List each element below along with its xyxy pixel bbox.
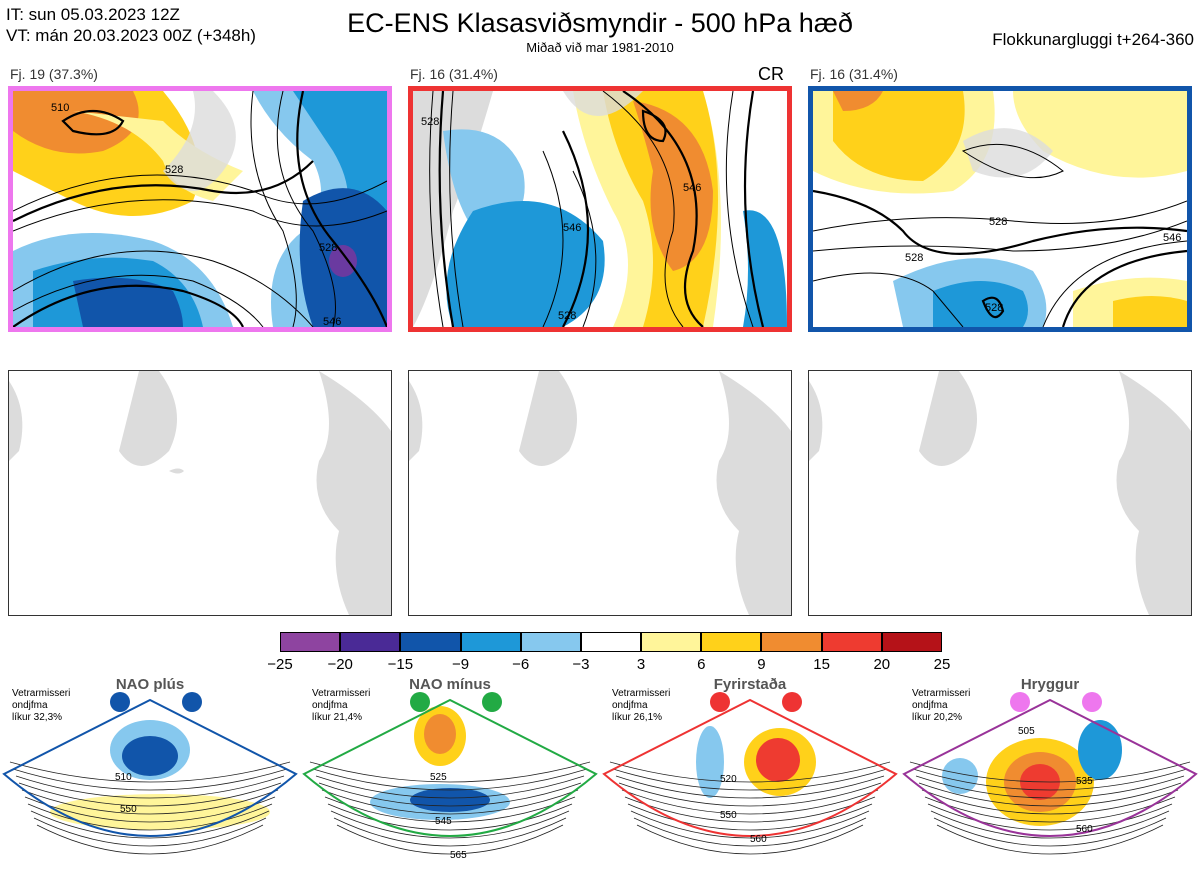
regime-title: Hryggur [1020, 676, 1080, 693]
panel-2-tag: CR [758, 64, 784, 84]
colorbar-tick-label: 25 [933, 656, 951, 673]
colorbar-swatch [821, 632, 882, 652]
colorbar-tick-label: −9 [451, 656, 470, 673]
regime-probability: Vetrarmisseri ondjfma líkur 20,2% [912, 688, 970, 724]
regime-contour-label: 565 [450, 850, 467, 861]
empty-map-3 [808, 370, 1192, 616]
regime-contour-label: 505 [1018, 726, 1035, 737]
colorbar-tick-label: −25 [267, 656, 293, 673]
regime-panel: 510 550 NAO plús Vetrarmisseri ondjfma líkur … [0, 672, 300, 871]
colorbar-tick-label: −15 [387, 656, 414, 673]
contour-label: 528 [165, 164, 183, 176]
colorbar-tick-label: 15 [813, 656, 830, 673]
regime-meta-line: ondjfma [312, 700, 348, 711]
regime-title: NAO mínus [409, 676, 491, 693]
colorbar-swatch [881, 632, 942, 652]
colorbar-tick-label: −20 [327, 656, 353, 673]
regime-dot [1010, 692, 1030, 712]
regime-meta-line: Vetrarmisseri [912, 688, 971, 699]
classification-window: Flokkunargluggi t+264-360 [992, 30, 1194, 49]
page-title: EC-ENS Klasasviðsmyndir - 500 hPa hæð [347, 8, 853, 38]
contour-label: 510 [51, 102, 69, 114]
page-subtitle: Miðað við mar 1981-2010 [526, 40, 674, 55]
cluster-map-3[interactable]: 528 528 528 546 [808, 86, 1192, 332]
contour-label: 528 [421, 116, 439, 128]
regime-contour-label: 545 [435, 816, 452, 827]
panel-2-label: Fj. 16 (31.4%) [410, 66, 498, 82]
empty-map-1 [8, 370, 392, 616]
regime-map: 525 545 565 [302, 698, 598, 861]
regime-probability: Vetrarmisseri ondjfma líkur 32,3% [12, 688, 70, 724]
regime-dot [110, 692, 130, 712]
colorbar-swatch [701, 632, 762, 652]
regime-contour-label: 550 [720, 810, 737, 821]
regime-map: 510 550 [2, 698, 298, 855]
regime-title: NAO plús [115, 676, 185, 693]
panel-1-label: Fj. 19 (37.3%) [10, 66, 98, 82]
regime-panel: 520 550 560 Fyrirstaða Vetrarmisseri ondjfma l… [600, 672, 900, 871]
colorbar-tick-label: −3 [572, 656, 590, 673]
initial-time: IT: sun 05.03.2023 12Z [6, 5, 180, 24]
regime-meta-line: ondjfma [912, 700, 948, 711]
regime-contour-label: 510 [115, 772, 132, 783]
regime-dot [1082, 692, 1102, 712]
empty-map-2 [408, 370, 792, 616]
regime-contour-label: 550 [120, 804, 137, 815]
colorbar-swatch [400, 632, 461, 652]
colorbar-tick-label: 20 [873, 656, 891, 673]
regime-map: 505 535 560 [902, 698, 1198, 855]
colorbar [280, 632, 942, 652]
regime-contour-label: 560 [750, 834, 767, 845]
valid-time: VT: mán 20.03.2023 00Z (+348h) [6, 26, 256, 45]
contour-label: 528 [319, 242, 337, 254]
regime-dot [782, 692, 802, 712]
regime-probability: Vetrarmisseri ondjfma líkur 26,1% [612, 688, 670, 724]
cluster-map-2[interactable]: 528 546 528 546 [408, 86, 792, 332]
colorbar-tick-label: 9 [757, 656, 766, 673]
colorbar-tick-label: −6 [512, 656, 530, 673]
colorbar-swatch [280, 632, 341, 652]
colorbar-swatch [460, 632, 521, 652]
colorbar-tick-label: 6 [697, 656, 706, 673]
regime-meta-line: Vetrarmisseri [312, 688, 371, 699]
regime-meta-line: líkur 21,4% [312, 712, 363, 723]
contour-label: 528 [905, 252, 923, 264]
contour-label: 546 [563, 222, 581, 234]
regime-dot [710, 692, 730, 712]
regime-meta-line: Vetrarmisseri [612, 688, 671, 699]
colorbar-swatch [520, 632, 581, 652]
panel-3-label: Fj. 16 (31.4%) [810, 66, 898, 82]
regime-meta-line: ondjfma [12, 700, 48, 711]
contour-label: 546 [1163, 232, 1181, 244]
regime-meta-line: Vetrarmisseri [12, 688, 71, 699]
regime-contour-label: 525 [430, 772, 447, 783]
run-info: IT: sun 05.03.2023 12Z VT: mán 20.03.202… [6, 4, 256, 46]
regime-contour-label: 520 [720, 774, 737, 785]
cluster-map-1[interactable]: 510 528 528 546 [8, 86, 392, 332]
colorbar-swatch [340, 632, 401, 652]
regime-dot [482, 692, 502, 712]
regime-contour-label: 535 [1076, 776, 1093, 787]
regime-panel: 505 535 560 Hryggur Vetrarmisseri ondjfma líku… [900, 672, 1200, 871]
regime-meta-line: líkur 32,3% [12, 712, 63, 723]
regime-probability: Vetrarmisseri ondjfma líkur 21,4% [312, 688, 370, 724]
regime-meta-line: ondjfma [612, 700, 648, 711]
contour-label: 546 [323, 316, 341, 327]
colorbar-tick-label: 3 [636, 656, 646, 673]
contour-label: 528 [989, 216, 1007, 228]
regime-dot [182, 692, 202, 712]
regime-panel: 525 545 565 NAO mínus Vetrarmisseri ondjfma lí… [300, 672, 600, 871]
colorbar-swatch [580, 632, 642, 652]
contour-label: 528 [558, 310, 576, 322]
contour-label: 528 [985, 302, 1003, 314]
colorbar-swatch [761, 632, 822, 652]
regime-title: Fyrirstaða [713, 676, 787, 693]
regime-contour-label: 560 [1076, 824, 1093, 835]
contour-label: 546 [683, 182, 701, 194]
regime-meta-line: líkur 20,2% [912, 712, 963, 723]
regime-meta-line: líkur 26,1% [612, 712, 663, 723]
regime-map: 520 550 560 [602, 698, 898, 855]
colorbar-swatch [641, 632, 702, 652]
regime-dot [410, 692, 430, 712]
